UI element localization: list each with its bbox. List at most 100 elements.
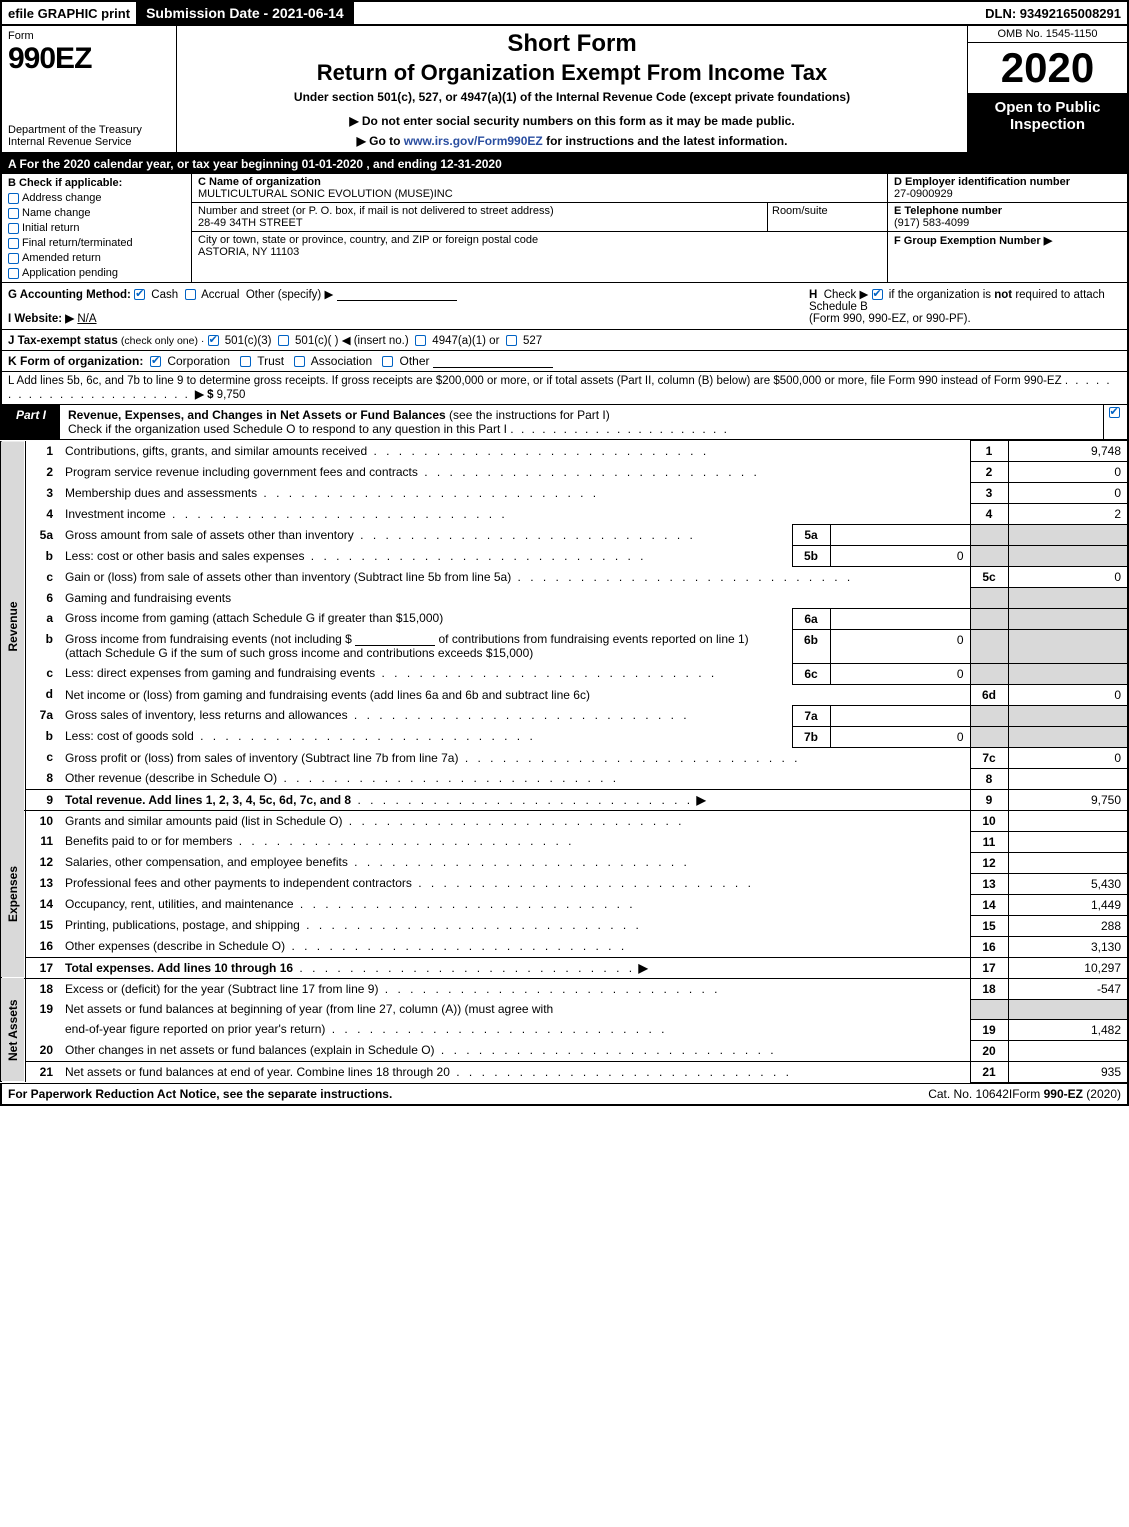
line-7c-desc: Gross profit or (loss) from sales of inv… <box>61 747 970 768</box>
checkbox-address-change[interactable] <box>8 193 19 204</box>
checkbox-501c3[interactable] <box>208 335 219 346</box>
phone-row: E Telephone number (917) 583-4099 <box>888 203 1127 232</box>
line-7b-sno: 7b <box>792 726 830 747</box>
checkbox-cash[interactable] <box>134 289 145 300</box>
line-17-desc-text: Total expenses. Add lines 10 through 16 <box>65 961 293 975</box>
line-7b-fno-shade <box>970 726 1008 747</box>
row-gi-left: G Accounting Method: Cash Accrual Other … <box>8 287 801 325</box>
section-c: C Name of organization MULTICULTURAL SON… <box>192 174 887 282</box>
line-6c-sval: 0 <box>830 663 970 684</box>
line-5c-no: c <box>25 567 61 588</box>
line-1-fno: 1 <box>970 441 1008 462</box>
checkbox-527[interactable] <box>506 335 517 346</box>
line-18: Net Assets 18 Excess or (deficit) for th… <box>1 978 1128 999</box>
checkbox-501c[interactable] <box>278 335 289 346</box>
line-6b-desc: Gross income from fundraising events (no… <box>61 629 792 663</box>
line-6c-fno-shade <box>970 663 1008 684</box>
line-17-fno: 17 <box>970 957 1008 978</box>
line-17-no: 17 <box>25 957 61 978</box>
line-6a-val-shade <box>1008 608 1128 629</box>
goto-link[interactable]: www.irs.gov/Form990EZ <box>404 134 543 148</box>
checkbox-application-pending[interactable] <box>8 268 19 279</box>
line-7c-fno: 7c <box>970 747 1008 768</box>
line-12-desc: Salaries, other compensation, and employ… <box>61 852 970 873</box>
line-7a-desc-text: Gross sales of inventory, less returns a… <box>65 708 348 722</box>
goto-text: ▶ Go to www.irs.gov/Form990EZ for instru… <box>187 134 957 148</box>
line-11-fno: 11 <box>970 831 1008 852</box>
j-opt3: 4947(a)(1) or <box>432 335 499 347</box>
line-7a-val-shade <box>1008 705 1128 726</box>
line-7c-val: 0 <box>1008 747 1128 768</box>
line-5b-no: b <box>25 546 61 567</box>
line-5b-val-shade <box>1008 546 1128 567</box>
phone-value: (917) 583-4099 <box>894 217 969 229</box>
line-7b-no: b <box>25 726 61 747</box>
line-6d-fno: 6d <box>970 684 1008 705</box>
line-8: 8 Other revenue (describe in Schedule O)… <box>1 768 1128 789</box>
line-8-fno: 8 <box>970 768 1008 789</box>
top-efile-label: efile GRAPHIC print <box>2 6 136 21</box>
g-other-blank[interactable] <box>337 287 457 301</box>
line-6a: a Gross income from gaming (attach Sched… <box>1 608 1128 629</box>
line-19a-fno-shade <box>970 999 1008 1019</box>
checkbox-4947a1[interactable] <box>415 335 426 346</box>
line-14-val: 1,449 <box>1008 894 1128 915</box>
k-other-blank[interactable] <box>433 354 553 368</box>
checkbox-association[interactable] <box>294 356 305 367</box>
line-6-no: 6 <box>25 588 61 609</box>
checkbox-schedule-b-not-required[interactable] <box>872 289 883 300</box>
line-2-fno: 2 <box>970 462 1008 483</box>
line-3-desc: Membership dues and assessments <box>61 483 792 504</box>
line-6b-blank[interactable] <box>355 632 435 646</box>
line-9-no: 9 <box>25 789 61 810</box>
footer-right: Form 990-EZ (2020) <box>1012 1087 1121 1101</box>
line-19-desc2-text: end-of-year figure reported on prior yea… <box>65 1022 325 1036</box>
line-6b-sval: 0 <box>830 629 970 663</box>
checkbox-schedule-o-used[interactable] <box>1109 407 1120 418</box>
g-cash: Cash <box>151 289 178 301</box>
checkbox-corporation[interactable] <box>150 356 161 367</box>
header-left: Form 990EZ Department of the Treasury In… <box>2 26 177 152</box>
checkbox-final-return[interactable] <box>8 238 19 249</box>
line-6b-sno: 6b <box>792 629 830 663</box>
line-14-desc: Occupancy, rent, utilities, and maintena… <box>61 894 970 915</box>
omb-number: OMB No. 1545-1150 <box>968 26 1127 43</box>
checkbox-trust[interactable] <box>240 356 251 367</box>
checkbox-other-org[interactable] <box>382 356 393 367</box>
room-suite-label: Room/suite <box>772 205 828 217</box>
line-18-no: 18 <box>25 978 61 999</box>
row-h: H Check ▶ if the organization is not req… <box>801 287 1121 325</box>
line-6c-no: c <box>25 663 61 684</box>
opt-address-change: Address change <box>22 192 102 204</box>
line-14-fno: 14 <box>970 894 1008 915</box>
line-6a-desc: Gross income from gaming (attach Schedul… <box>61 608 792 629</box>
line-8-val <box>1008 768 1128 789</box>
checkbox-amended-return[interactable] <box>8 253 19 264</box>
line-7b-desc: Less: cost of goods sold <box>61 726 792 747</box>
checkbox-accrual[interactable] <box>185 289 196 300</box>
checkbox-name-change[interactable] <box>8 208 19 219</box>
opt-application-pending: Application pending <box>22 267 118 279</box>
line-14: 14 Occupancy, rent, utilities, and maint… <box>1 894 1128 915</box>
dept-line1: Department of the Treasury <box>8 124 142 136</box>
line-19-no: 19 <box>25 999 61 1019</box>
k-other: Other <box>400 354 430 368</box>
line-6-desc: Gaming and fundraising events <box>61 588 970 609</box>
h-text1: Check ▶ <box>824 289 869 301</box>
l-text: L Add lines 5b, 6c, and 7b to line 9 to … <box>8 375 1062 387</box>
goto-prefix: ▶ Go to <box>357 134 404 148</box>
line-16: 16 Other expenses (describe in Schedule … <box>1 936 1128 957</box>
line-15-val: 288 <box>1008 915 1128 936</box>
line-3-val: 0 <box>1008 483 1128 504</box>
line-7a-no: 7a <box>25 705 61 726</box>
city-label: City or town, state or province, country… <box>198 234 538 246</box>
line-16-desc-text: Other expenses (describe in Schedule O) <box>65 939 285 953</box>
ein-row: D Employer identification number 27-0900… <box>888 174 1127 203</box>
line-5c-desc-text: Gain or (loss) from sale of assets other… <box>65 570 511 584</box>
checkbox-initial-return[interactable] <box>8 223 19 234</box>
header-center: Short Form Return of Organization Exempt… <box>177 26 967 152</box>
line-5c: c Gain or (loss) from sale of assets oth… <box>1 567 1128 588</box>
line-8-desc-text: Other revenue (describe in Schedule O) <box>65 771 277 785</box>
line-6c: c Less: direct expenses from gaming and … <box>1 663 1128 684</box>
line-10-no: 10 <box>25 810 61 831</box>
